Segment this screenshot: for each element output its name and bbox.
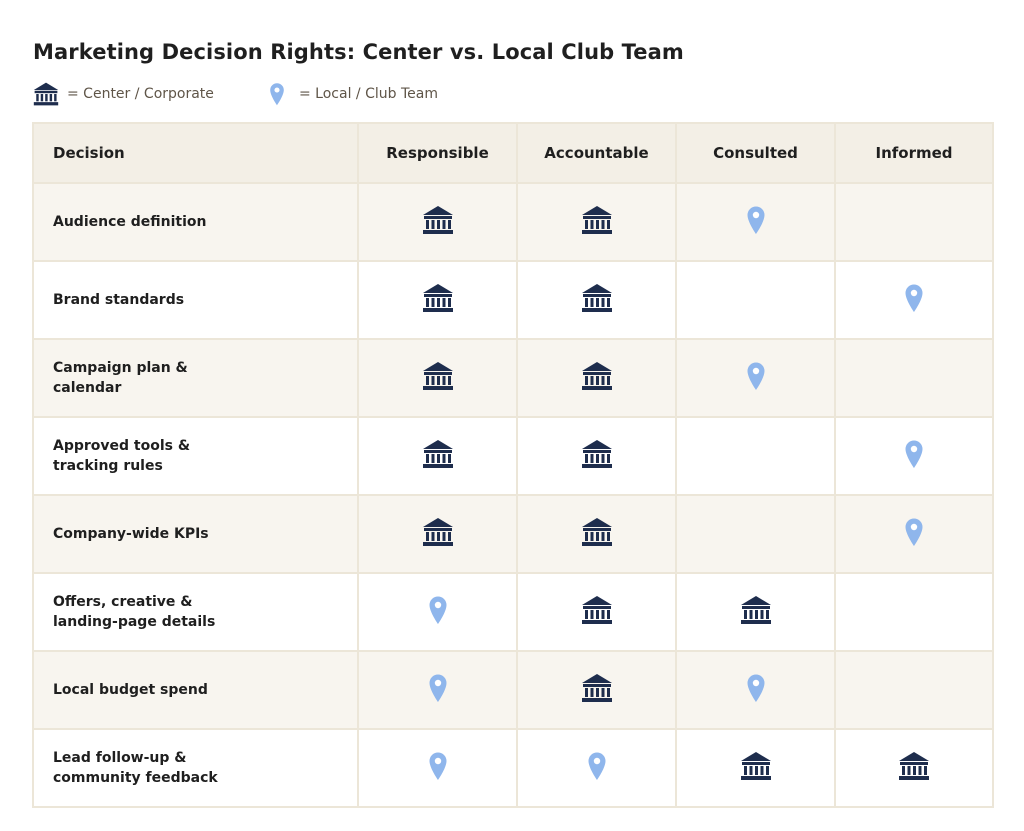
center-corporate-icon bbox=[422, 282, 454, 314]
responsible-cell bbox=[357, 728, 518, 808]
center-corporate-icon bbox=[422, 360, 454, 392]
consulted-cell bbox=[675, 182, 836, 262]
responsible-cell bbox=[357, 650, 518, 730]
decision-label: Company-wide KPIs bbox=[53, 526, 209, 542]
consulted-cell bbox=[675, 650, 836, 730]
consulted-cell bbox=[675, 728, 836, 808]
local-club-team-icon bbox=[587, 751, 607, 781]
center-corporate-icon bbox=[581, 204, 613, 236]
column-header-decision: Decision bbox=[32, 122, 359, 184]
center-corporate-icon bbox=[422, 204, 454, 236]
legend: = Center / Corporate = Local / Club Team bbox=[33, 80, 438, 108]
local-club-team-icon bbox=[428, 673, 448, 703]
decision-cell: Local budget spend bbox=[32, 650, 359, 730]
responsible-cell bbox=[357, 572, 518, 652]
table-row: Campaign plan & calendar bbox=[32, 338, 994, 418]
decision-cell: Company-wide KPIs bbox=[32, 494, 359, 574]
decision-label: Offers, creative & landing-page details bbox=[53, 594, 216, 630]
center-corporate-icon bbox=[581, 438, 613, 470]
decision-cell: Campaign plan & calendar bbox=[32, 338, 359, 418]
decision-cell: Audience definition bbox=[32, 182, 359, 262]
consulted-cell bbox=[675, 338, 836, 418]
local-club-team-icon bbox=[904, 283, 924, 313]
center-corporate-icon bbox=[581, 594, 613, 626]
decision-cell: Brand standards bbox=[32, 260, 359, 340]
center-corporate-icon bbox=[33, 81, 59, 107]
decision-label: Campaign plan & calendar bbox=[53, 360, 188, 396]
center-corporate-icon bbox=[422, 438, 454, 470]
consulted-cell bbox=[675, 416, 836, 496]
accountable-cell bbox=[516, 572, 677, 652]
table-row: Offers, creative & landing-page details bbox=[32, 572, 994, 652]
table-row: Brand standards bbox=[32, 260, 994, 340]
accountable-cell bbox=[516, 728, 677, 808]
decision-cell: Offers, creative & landing-page details bbox=[32, 572, 359, 652]
informed-cell bbox=[834, 728, 994, 808]
consulted-cell bbox=[675, 260, 836, 340]
informed-cell bbox=[834, 572, 994, 652]
accountable-cell bbox=[516, 494, 677, 574]
informed-cell bbox=[834, 182, 994, 262]
decision-label: Brand standards bbox=[53, 292, 185, 308]
responsible-cell bbox=[357, 260, 518, 340]
local-club-team-icon bbox=[904, 439, 924, 469]
table-row: Company-wide KPIs bbox=[32, 494, 994, 574]
responsible-cell bbox=[357, 338, 518, 418]
responsible-cell bbox=[357, 416, 518, 496]
informed-cell bbox=[834, 260, 994, 340]
consulted-cell bbox=[675, 494, 836, 574]
center-corporate-icon bbox=[422, 516, 454, 548]
table-row: Audience definition bbox=[32, 182, 994, 262]
center-corporate-icon bbox=[581, 516, 613, 548]
local-club-team-icon bbox=[746, 361, 766, 391]
decision-cell: Lead follow-up & community feedback bbox=[32, 728, 359, 808]
table-header-row: Decision Responsible Accountable Consult… bbox=[32, 122, 994, 184]
accountable-cell bbox=[516, 182, 677, 262]
accountable-cell bbox=[516, 260, 677, 340]
legend-center-corporate: = Center / Corporate bbox=[33, 81, 269, 107]
decision-label: Audience definition bbox=[53, 214, 207, 230]
responsible-cell bbox=[357, 182, 518, 262]
page-title: Marketing Decision Rights: Center vs. Lo… bbox=[33, 40, 684, 65]
table-row: Local budget spend bbox=[32, 650, 994, 730]
center-corporate-icon bbox=[581, 672, 613, 704]
center-corporate-icon bbox=[740, 750, 772, 782]
local-club-team-icon bbox=[904, 517, 924, 547]
local-club-team-icon bbox=[428, 751, 448, 781]
consulted-cell bbox=[675, 572, 836, 652]
local-club-team-icon bbox=[746, 673, 766, 703]
center-corporate-icon bbox=[898, 750, 930, 782]
accountable-cell bbox=[516, 338, 677, 418]
local-club-team-icon bbox=[746, 205, 766, 235]
center-corporate-icon bbox=[740, 594, 772, 626]
informed-cell bbox=[834, 650, 994, 730]
decision-label: Lead follow-up & community feedback bbox=[53, 750, 218, 786]
local-club-team-icon bbox=[269, 81, 285, 107]
raci-table: Decision Responsible Accountable Consult… bbox=[32, 122, 994, 808]
table-row: Approved tools & tracking rules bbox=[32, 416, 994, 496]
accountable-cell bbox=[516, 416, 677, 496]
decision-label: Approved tools & tracking rules bbox=[53, 438, 191, 474]
table-row: Lead follow-up & community feedback bbox=[32, 728, 994, 808]
local-club-team-icon bbox=[428, 595, 448, 625]
legend-center-label: = Center / Corporate bbox=[67, 86, 214, 102]
decision-label: Local budget spend bbox=[53, 682, 208, 698]
legend-local-label: = Local / Club Team bbox=[299, 86, 438, 102]
center-corporate-icon bbox=[581, 282, 613, 314]
column-header-responsible: Responsible bbox=[357, 122, 518, 184]
legend-local-club-team: = Local / Club Team bbox=[269, 81, 438, 107]
column-header-informed: Informed bbox=[834, 122, 994, 184]
informed-cell bbox=[834, 338, 994, 418]
column-header-accountable: Accountable bbox=[516, 122, 677, 184]
center-corporate-icon bbox=[581, 360, 613, 392]
informed-cell bbox=[834, 416, 994, 496]
column-header-consulted: Consulted bbox=[675, 122, 836, 184]
table-body: Audience definition Brand standards Campai… bbox=[32, 182, 994, 808]
accountable-cell bbox=[516, 650, 677, 730]
decision-cell: Approved tools & tracking rules bbox=[32, 416, 359, 496]
informed-cell bbox=[834, 494, 994, 574]
responsible-cell bbox=[357, 494, 518, 574]
